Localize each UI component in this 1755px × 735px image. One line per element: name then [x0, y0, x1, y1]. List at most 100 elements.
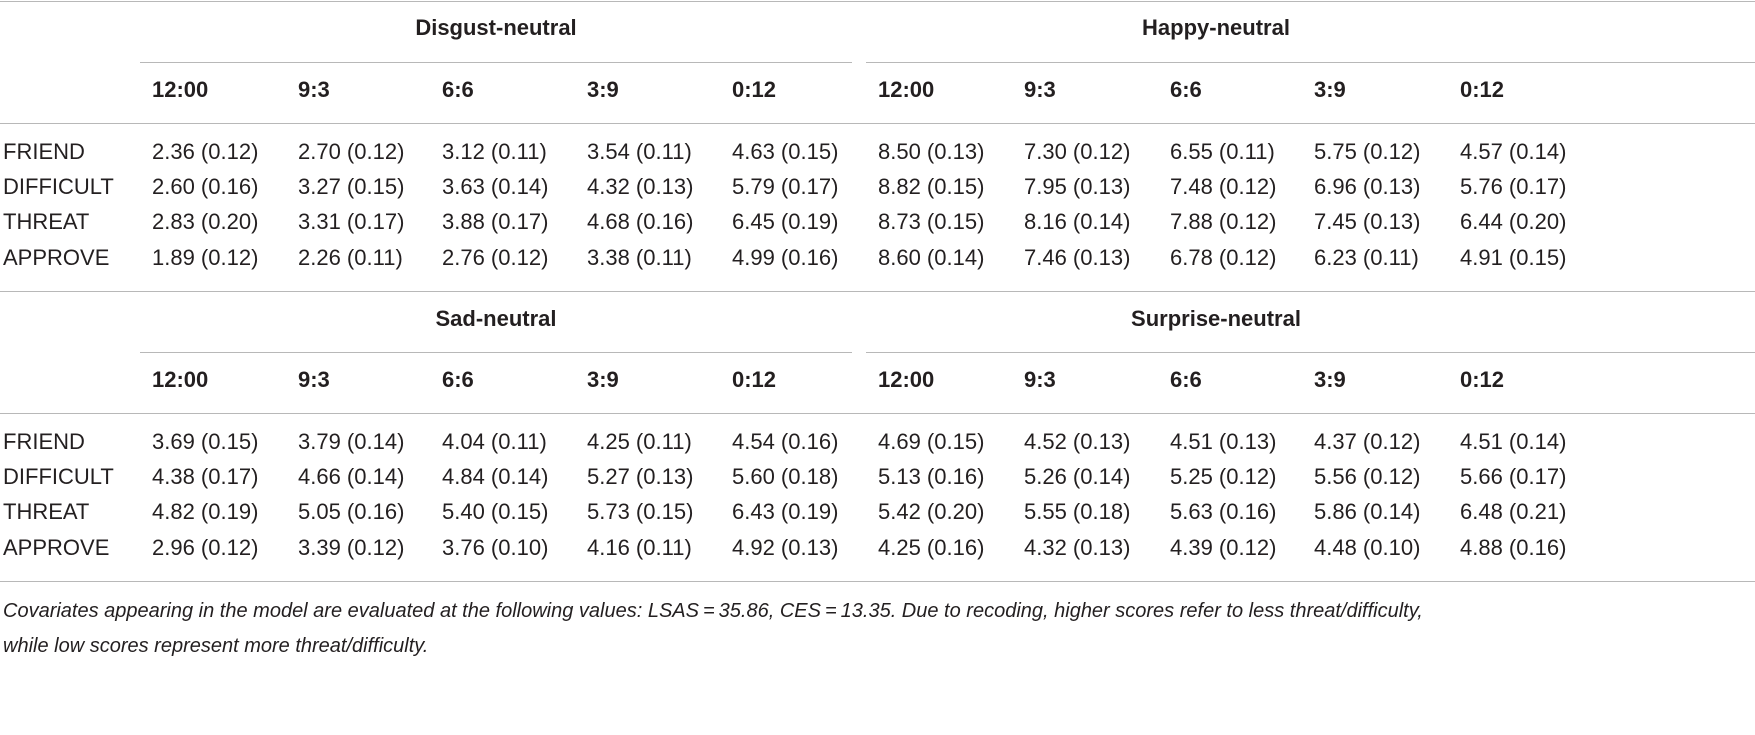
column-header: 12:00 [152, 77, 209, 102]
column-header: 6:6 [1170, 77, 1202, 102]
table-cell: 5.27 (0.13) [587, 464, 694, 489]
table-cell: 3.54 (0.11) [587, 139, 692, 164]
table-cell: 7.88 (0.12) [1170, 209, 1277, 234]
column-header: 0:12 [732, 77, 777, 102]
table-cell: 7.30 (0.12) [1024, 139, 1131, 164]
table-cell: 3.79 (0.14) [298, 429, 405, 454]
table-cell: 4.52 (0.13) [1024, 429, 1131, 454]
table-cell: 5.60 (0.18) [732, 464, 839, 489]
table-cell: 2.60 (0.16) [152, 174, 259, 199]
table-cell: 4.37 (0.12) [1314, 429, 1421, 454]
table-cell: 3.27 (0.15) [298, 174, 405, 199]
group-title-rule [866, 62, 1755, 63]
table-cell: 2.70 (0.12) [298, 139, 405, 164]
table-cell: 4.48 (0.10) [1314, 535, 1421, 560]
table-cell: 2.96 (0.12) [152, 535, 259, 560]
table-cell: 8.73 (0.15) [878, 209, 985, 234]
table-cell: 5.66 (0.17) [1460, 464, 1567, 489]
table-cell: 5.05 (0.16) [298, 499, 405, 524]
group-title-rule [866, 352, 1755, 353]
table-cell: 4.68 (0.16) [587, 209, 694, 234]
panel-top-rule [0, 291, 1755, 292]
row-label: DIFFICULT [3, 464, 114, 489]
table-cell: 4.39 (0.12) [1170, 535, 1277, 560]
column-header: 3:9 [1314, 367, 1346, 392]
footnote-line-2: while low scores represent more threat/d… [3, 635, 429, 657]
table-cell: 8.50 (0.13) [878, 139, 985, 164]
table-cell: 5.76 (0.17) [1460, 174, 1567, 199]
column-header: 6:6 [442, 77, 474, 102]
column-header: 9:3 [1024, 367, 1056, 392]
table-cell: 5.25 (0.12) [1170, 464, 1277, 489]
table-cell: 3.76 (0.10) [442, 535, 549, 560]
column-header: 0:12 [1460, 367, 1505, 392]
table-cell: 3.63 (0.14) [442, 174, 549, 199]
column-header: 12:00 [878, 77, 935, 102]
table-cell: 1.89 (0.12) [152, 245, 259, 270]
table-cell: 6.96 (0.13) [1314, 174, 1421, 199]
table-cell: 7.48 (0.12) [1170, 174, 1277, 199]
table-cell: 5.13 (0.16) [878, 464, 985, 489]
column-header-rule [0, 413, 1755, 414]
table-cell: 4.16 (0.11) [587, 535, 692, 560]
table-cell: 4.82 (0.19) [152, 499, 259, 524]
column-header: 9:3 [298, 367, 330, 392]
table-cell: 4.92 (0.13) [732, 535, 839, 560]
group-title: Happy-neutral [1142, 15, 1290, 40]
table-cell: 6.48 (0.21) [1460, 499, 1567, 524]
table-cell: 5.40 (0.15) [442, 499, 549, 524]
table-cell: 4.51 (0.14) [1460, 429, 1567, 454]
group-title: Sad-neutral [435, 306, 557, 331]
table-cell: 4.32 (0.13) [1024, 535, 1131, 560]
table-cell: 5.86 (0.14) [1314, 499, 1421, 524]
column-header: 6:6 [1170, 367, 1202, 392]
row-label: THREAT [3, 499, 90, 524]
table-cell: 4.25 (0.11) [587, 429, 692, 454]
table-cell: 6.43 (0.19) [732, 499, 839, 524]
table-cell: 3.39 (0.12) [298, 535, 405, 560]
column-header: 9:3 [298, 77, 330, 102]
row-label: THREAT [3, 209, 90, 234]
column-header: 3:9 [587, 77, 619, 102]
table-cell: 4.04 (0.11) [442, 429, 547, 454]
table-cell: 6.23 (0.11) [1314, 245, 1419, 270]
table-cell: 6.44 (0.20) [1460, 209, 1567, 234]
row-label: APPROVE [3, 245, 110, 270]
table-cell: 5.73 (0.15) [587, 499, 694, 524]
column-header: 0:12 [1460, 77, 1505, 102]
table-cell: 4.57 (0.14) [1460, 139, 1567, 164]
table-cell: 3.12 (0.11) [442, 139, 547, 164]
column-header: 0:12 [732, 367, 777, 392]
table-cell: 3.31 (0.17) [298, 209, 405, 234]
table-cell: 5.42 (0.20) [878, 499, 985, 524]
table-cell: 2.36 (0.12) [152, 139, 259, 164]
table-cell: 4.63 (0.15) [732, 139, 839, 164]
table-bottom-rule [0, 581, 1755, 582]
table-cell: 4.51 (0.13) [1170, 429, 1277, 454]
table-cell: 4.88 (0.16) [1460, 535, 1567, 560]
table-cell: 5.56 (0.12) [1314, 464, 1421, 489]
table-cell: 2.83 (0.20) [152, 209, 259, 234]
table-cell: 4.38 (0.17) [152, 464, 259, 489]
table-cell: 4.66 (0.14) [298, 464, 405, 489]
column-header: 6:6 [442, 367, 474, 392]
table-cell: 5.55 (0.18) [1024, 499, 1131, 524]
table-cell: 4.32 (0.13) [587, 174, 694, 199]
table-cell: 5.26 (0.14) [1024, 464, 1131, 489]
table-cell: 2.76 (0.12) [442, 245, 549, 270]
table-cell: 5.79 (0.17) [732, 174, 839, 199]
row-label: FRIEND [3, 429, 85, 454]
column-header: 12:00 [878, 367, 935, 392]
table-cell: 5.63 (0.16) [1170, 499, 1277, 524]
table-cell: 4.84 (0.14) [442, 464, 549, 489]
column-header: 3:9 [1314, 77, 1346, 102]
group-title-rule [140, 352, 852, 353]
table-cell: 8.16 (0.14) [1024, 209, 1131, 234]
table-cell: 7.46 (0.13) [1024, 245, 1131, 270]
table-cell: 4.99 (0.16) [732, 245, 839, 270]
table-cell: 4.54 (0.16) [732, 429, 839, 454]
table-cell: 4.25 (0.16) [878, 535, 985, 560]
column-header: 9:3 [1024, 77, 1056, 102]
row-label: APPROVE [3, 535, 110, 560]
group-title: Surprise-neutral [1131, 306, 1301, 331]
